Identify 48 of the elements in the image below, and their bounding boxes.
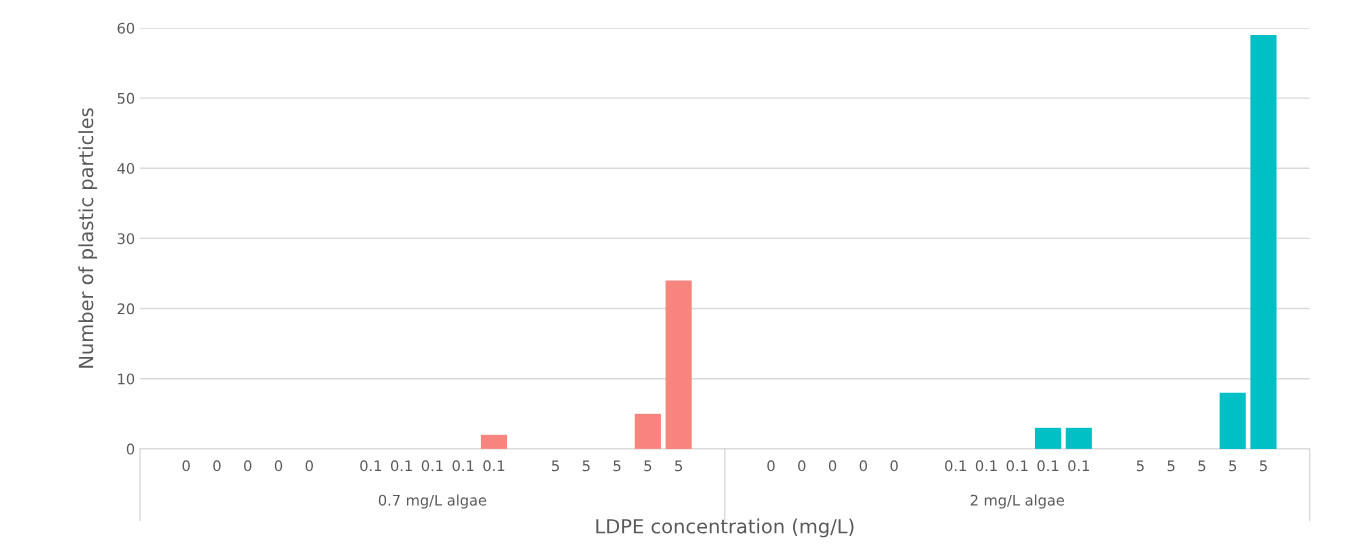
y-tick-label: 10	[118, 373, 135, 385]
text: 0.7 mg/L algae	[378, 494, 487, 509]
x-tick-label: 5	[1136, 460, 1144, 472]
x-tick-label: 5	[1167, 460, 1175, 472]
bar	[1219, 392, 1246, 449]
x-tick-label: 0	[244, 460, 252, 472]
y-tick-label: 30	[117, 233, 135, 245]
x-tick-label: 0	[213, 460, 221, 472]
x-tick-label: 0	[890, 460, 898, 472]
x-tick-label: 5	[644, 460, 652, 472]
y-tick-label: 60	[117, 22, 135, 34]
x-tick-label: 5	[582, 460, 590, 472]
x-tick-label: 0.1	[1006, 460, 1028, 472]
text: 2 mg/L algae	[970, 494, 1065, 509]
x-axis-title: LDPE concentration (mg/L)	[596, 518, 854, 538]
y-tick-label: 0	[126, 443, 135, 455]
x-tick-label: 5	[675, 460, 683, 472]
bar	[634, 413, 661, 449]
bar	[1250, 34, 1277, 449]
x-tick-label: 0	[274, 460, 283, 472]
x-tick-label: 5	[1198, 460, 1206, 472]
x-tick-label: 0.1	[945, 460, 966, 472]
x-tick-label: 5	[1259, 460, 1267, 472]
x-tick-label: 5	[552, 460, 559, 472]
x-tick-label: 0	[798, 460, 806, 472]
x-tick-label: 0	[182, 460, 190, 472]
y-tick-label: 40	[117, 162, 135, 175]
x-tick-label: 0.1	[390, 460, 412, 472]
x-tick-label: 0	[305, 460, 313, 472]
y-tick-label: 20	[117, 303, 135, 315]
x-tick-label: 0	[828, 460, 837, 472]
bar	[665, 280, 692, 449]
x-tick-label: 0.1	[483, 460, 505, 472]
y-axis-title: Number of plastic particles	[78, 108, 98, 368]
x-tick-label: 0.1	[421, 460, 443, 472]
bar	[1034, 427, 1062, 449]
x-tick-label: 5	[1229, 460, 1237, 472]
x-tick-label: 0	[859, 460, 868, 472]
bar	[480, 434, 508, 449]
y-tick-label: 50	[117, 92, 135, 104]
x-tick-label: 5	[613, 460, 621, 472]
bar	[1065, 427, 1092, 449]
x-tick-label: 0.1	[975, 460, 997, 472]
x-tick-label: 0.1	[1068, 460, 1090, 472]
x-tick-label: 0.1	[1037, 460, 1059, 472]
x-tick-label: 0.1	[452, 460, 474, 472]
x-tick-label: 0.1	[360, 460, 382, 472]
x-tick-label: 0	[767, 460, 775, 472]
